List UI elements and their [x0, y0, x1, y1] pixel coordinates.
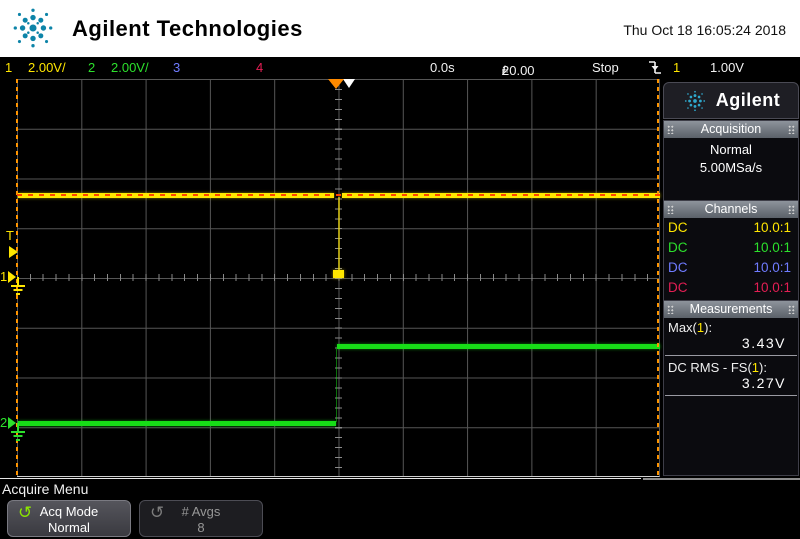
- grip-icon: [667, 125, 674, 134]
- ch2-trace-low: [18, 421, 336, 426]
- ch1-trace-glitch-low: [333, 270, 344, 278]
- trigger-source: 1: [673, 60, 681, 75]
- ch1-number: 1: [5, 60, 13, 75]
- divider: [0, 478, 641, 479]
- ch2-ground-marker[interactable]: 2: [0, 413, 30, 443]
- acquisition-mode: Normal: [710, 142, 752, 157]
- ch3-number: 3: [173, 60, 181, 75]
- vertical-axis-ticks: [335, 79, 342, 477]
- channel-row-4: DC 10.0:1: [668, 280, 791, 295]
- grip-icon: [788, 125, 795, 134]
- measurements-header[interactable]: Measurements: [664, 301, 798, 318]
- cycle-arrow-icon: ↺: [18, 503, 33, 523]
- measurement-label-max: Max(1):: [668, 320, 713, 335]
- max-measurement-line: [17, 194, 660, 196]
- grip-icon: [667, 205, 674, 214]
- trigger-level-marker[interactable]: [9, 246, 18, 258]
- delay-reference-marker: [343, 79, 355, 88]
- divider: [665, 355, 797, 356]
- channel-row-1: DC 10.0:1: [668, 220, 791, 235]
- menu-title: Acquire Menu: [2, 481, 89, 497]
- softkey-menu-bar: Acquire Menu ↺ Acq Mode Normal ↺ # Avgs …: [0, 478, 800, 539]
- datetime: Thu Oct 18 16:05:24 2018: [623, 22, 786, 38]
- agilent-spark-logo-small: [684, 90, 705, 111]
- softkey-label: Acq Mode: [39, 504, 99, 519]
- falling-edge-trigger-icon: [649, 61, 661, 74]
- ch1-ground-marker[interactable]: 1: [0, 267, 30, 297]
- channels-header[interactable]: Channels: [664, 201, 798, 218]
- measurement-label-dcrms: DC RMS - FS(1):: [668, 360, 767, 375]
- ch1-trace-glitch-edge: [338, 197, 340, 272]
- trigger-time-marker[interactable]: [328, 79, 344, 89]
- run-state: Stop: [592, 60, 619, 75]
- measurements-panel: Measurements Max(1): 3.43V DC RMS - FS(1…: [663, 300, 799, 476]
- ch1-scale: 2.00V/: [28, 60, 66, 75]
- grip-icon: [788, 205, 795, 214]
- svg-text:2: 2: [0, 415, 7, 430]
- grip-icon: [788, 305, 795, 314]
- softkey-value: 8: [197, 520, 205, 535]
- acq-mode-softkey[interactable]: ↺ Acq Mode Normal: [7, 500, 131, 537]
- svg-text:1: 1: [0, 269, 7, 284]
- horizontal-delay: 0.0s: [430, 60, 455, 75]
- softkey-label: # Avgs: [181, 504, 221, 519]
- ch4-number: 4: [256, 60, 264, 75]
- grip-icon: [667, 305, 674, 314]
- ch2-scale: 2.00V/: [111, 60, 149, 75]
- sidebar-brand-text: Agilent: [715, 90, 781, 110]
- status-bar: 1 2.00V/ 2 2.00V/ 3 4 0.0s 20.00 m s / Stop…: [0, 57, 800, 78]
- agilent-spark-logo: [13, 8, 53, 48]
- ch2-number: 2: [88, 60, 96, 75]
- cycle-arrow-icon: ↺: [150, 503, 165, 523]
- num-avgs-softkey[interactable]: ↺ # Avgs 8: [139, 500, 263, 537]
- sample-rate: 5.00MSa/s: [699, 160, 763, 175]
- ch2-trace-high: [337, 344, 660, 349]
- sidebar-brand-panel: Agilent: [663, 82, 799, 119]
- graticule: [16, 79, 660, 477]
- trigger-level-label: T: [6, 228, 14, 243]
- channel-row-2: DC 10.0:1: [668, 240, 791, 255]
- divider: [665, 395, 797, 396]
- waveform-display: T 1 2: [0, 78, 662, 478]
- softkey-value: Normal: [48, 520, 90, 535]
- app-title: Agilent Technologies: [72, 16, 303, 41]
- info-sidebar: Agilent Acquisition Normal 5.00MSa/s Cha…: [662, 80, 800, 478]
- ch2-trace-rising-edge: [336, 349, 337, 422]
- measure-window-cursor-right: [657, 79, 659, 477]
- header: Agilent Technologies Thu Oct 18 16:05:24…: [0, 0, 800, 57]
- trigger-level: 1.00V: [710, 60, 744, 75]
- divider: [643, 478, 800, 480]
- timebase-value: 20.00: [502, 63, 535, 78]
- acquisition-header[interactable]: Acquisition: [664, 121, 798, 138]
- measurement-value-dcrms: 3.27V: [741, 375, 786, 391]
- measurement-value-max: 3.43V: [741, 335, 786, 351]
- channel-row-3: DC 10.0:1: [668, 260, 791, 275]
